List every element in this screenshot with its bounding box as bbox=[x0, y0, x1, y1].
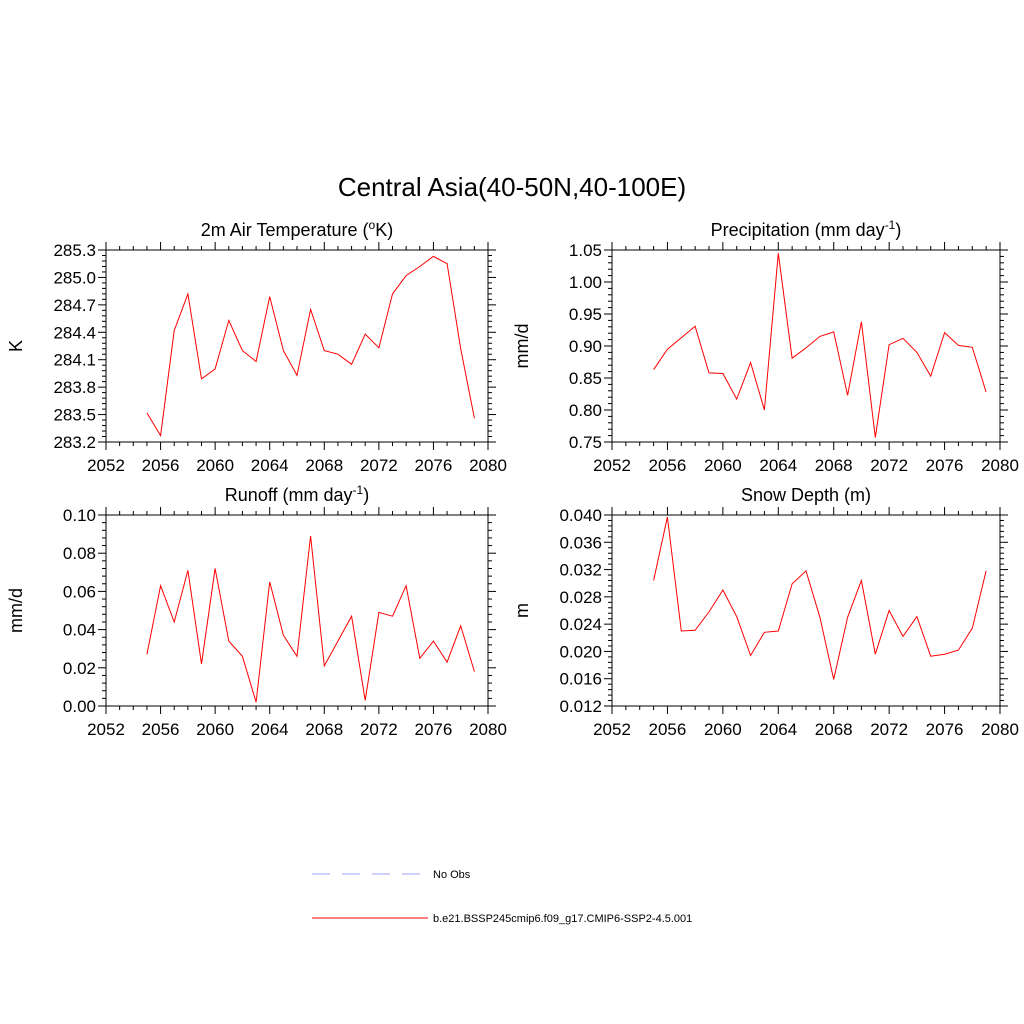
y-axis-label: mm/d bbox=[512, 324, 532, 369]
y-tick-label: 0.90 bbox=[569, 337, 602, 356]
panel-3: Runoff (mm day-1) mm/d 0.00 0.02 0.04 0.06 0.0… bbox=[6, 483, 507, 739]
panel-title: Snow Depth (m) bbox=[741, 485, 871, 505]
y-axis-label: m bbox=[512, 603, 532, 618]
y-tick-label: 0.020 bbox=[559, 642, 602, 661]
y-tick-label: 283.8 bbox=[53, 378, 96, 397]
y-tick-label: 0.040 bbox=[559, 506, 602, 525]
y-tick-label: 1.05 bbox=[569, 241, 602, 260]
panel-4: Snow Depth (m) m 0.012 0.016 0.020 0.024 0.028… bbox=[512, 485, 1019, 739]
x-tick-label: 2060 bbox=[196, 720, 234, 739]
legend-label: No Obs bbox=[433, 869, 471, 881]
x-tick-label: 2068 bbox=[815, 720, 853, 739]
y-tick-label: 0.06 bbox=[63, 582, 96, 601]
x-tick-label: 2060 bbox=[704, 456, 742, 475]
y-tick-label: 0.016 bbox=[559, 670, 602, 689]
y-tick-label: 0.028 bbox=[559, 588, 602, 607]
y-tick-label: 284.1 bbox=[53, 351, 96, 370]
legend: No Obs b.e21.BSSP245cmip6.f09_g17.CMIP6-S… bbox=[312, 869, 692, 925]
x-tick-label: 2064 bbox=[251, 456, 289, 475]
y-tick-label: 0.85 bbox=[569, 369, 602, 388]
y-tick-label: 283.2 bbox=[53, 433, 96, 452]
x-tick-label: 2064 bbox=[759, 720, 797, 739]
x-tick-label: 2068 bbox=[305, 720, 343, 739]
y-tick-label: 0.10 bbox=[63, 506, 96, 525]
x-tick-label: 2056 bbox=[142, 456, 180, 475]
y-tick-label: 0.02 bbox=[63, 659, 96, 678]
plot-frame bbox=[611, 249, 1001, 443]
legend-item: b.e21.BSSP245cmip6.f09_g17.CMIP6-SSP2-4.… bbox=[312, 913, 692, 925]
panels: 2m Air Temperature (oK) K 283.2 283.5 283.8 2… bbox=[6, 218, 1019, 739]
x-tick-label: 2072 bbox=[870, 456, 908, 475]
y-tick-label: 285.3 bbox=[53, 241, 96, 260]
panel-1: 2m Air Temperature (oK) K 283.2 283.5 283.8 2… bbox=[6, 218, 507, 475]
panel-title: 2m Air Temperature (oK) bbox=[201, 218, 393, 240]
y-tick-label: 0.00 bbox=[63, 697, 96, 716]
x-tick-label: 2056 bbox=[649, 456, 687, 475]
x-tick-label: 2052 bbox=[87, 456, 125, 475]
y-tick-label: 0.012 bbox=[559, 697, 602, 716]
x-tick-label: 2080 bbox=[981, 720, 1019, 739]
series-line bbox=[653, 516, 987, 680]
legend-item: No Obs bbox=[312, 869, 471, 881]
x-tick-label: 2080 bbox=[469, 720, 507, 739]
y-tick-label: 284.4 bbox=[53, 323, 96, 342]
x-tick-label: 2052 bbox=[593, 720, 631, 739]
y-tick-label: 0.04 bbox=[63, 621, 96, 640]
x-tick-label: 2064 bbox=[251, 720, 289, 739]
y-tick-label: 0.024 bbox=[559, 615, 602, 634]
figure-title: Central Asia(40-50N,40-100E) bbox=[338, 172, 686, 202]
x-tick-label: 2064 bbox=[759, 456, 797, 475]
y-axis-label: K bbox=[6, 340, 26, 352]
y-tick-label: 284.7 bbox=[53, 296, 96, 315]
x-tick-label: 2076 bbox=[415, 456, 453, 475]
y-tick-label: 0.80 bbox=[569, 401, 602, 420]
y-tick-label: 0.95 bbox=[569, 305, 602, 324]
series-line bbox=[653, 253, 987, 438]
x-tick-label: 2056 bbox=[142, 720, 180, 739]
x-tick-label: 2076 bbox=[415, 720, 453, 739]
x-tick-label: 2072 bbox=[360, 456, 398, 475]
panel-title: Precipitation (mm day-1) bbox=[711, 218, 902, 240]
panel-title: Runoff (mm day-1) bbox=[225, 483, 369, 505]
y-axis-label: mm/d bbox=[6, 588, 26, 633]
x-tick-label: 2068 bbox=[815, 456, 853, 475]
x-tick-label: 2080 bbox=[981, 456, 1019, 475]
panel-2: Precipitation (mm day-1) mm/d 0.75 0.80 0.85… bbox=[512, 218, 1019, 475]
y-tick-label: 1.00 bbox=[569, 273, 602, 292]
y-tick-label: 0.08 bbox=[63, 544, 96, 563]
x-tick-label: 2052 bbox=[87, 720, 125, 739]
y-tick-label: 283.5 bbox=[53, 406, 96, 425]
plot-frame bbox=[105, 514, 489, 707]
x-tick-label: 2076 bbox=[926, 456, 964, 475]
y-tick-label: 0.75 bbox=[569, 433, 602, 452]
x-tick-label: 2060 bbox=[704, 720, 742, 739]
legend-label: b.e21.BSSP245cmip6.f09_g17.CMIP6-SSP2-4.… bbox=[433, 913, 692, 925]
x-tick-label: 2068 bbox=[305, 456, 343, 475]
x-tick-label: 2060 bbox=[196, 456, 234, 475]
x-tick-label: 2072 bbox=[870, 720, 908, 739]
x-tick-label: 2072 bbox=[360, 720, 398, 739]
series-line bbox=[146, 535, 475, 703]
y-tick-label: 0.036 bbox=[559, 533, 602, 552]
x-tick-label: 2056 bbox=[649, 720, 687, 739]
series-line bbox=[146, 255, 475, 438]
x-tick-label: 2052 bbox=[593, 456, 631, 475]
y-tick-label: 285.0 bbox=[53, 268, 96, 287]
x-tick-label: 2076 bbox=[926, 720, 964, 739]
y-tick-label: 0.032 bbox=[559, 561, 602, 580]
x-tick-label: 2080 bbox=[469, 456, 507, 475]
